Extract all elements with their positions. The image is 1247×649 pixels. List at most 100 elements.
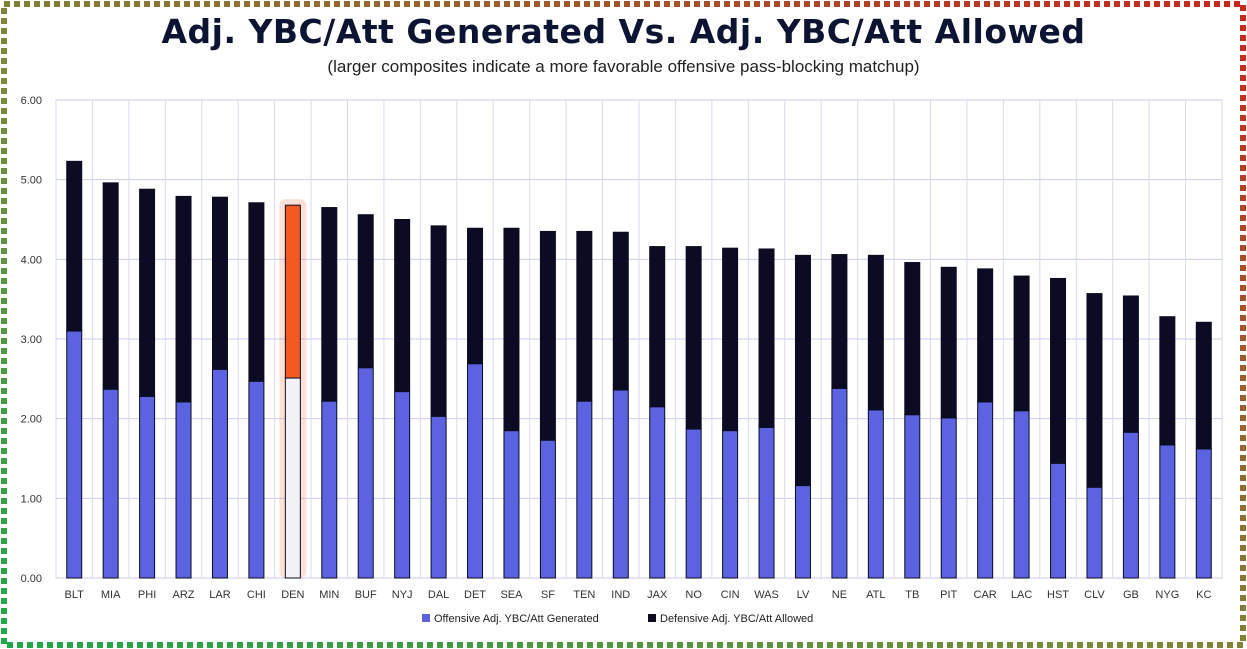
x-tick-label: DET xyxy=(464,589,486,601)
bar-defensive-sea xyxy=(503,227,520,432)
legend-item-offensive-swatch xyxy=(422,614,430,622)
bar-defensive-ne xyxy=(831,254,848,389)
bar-defensive-gb xyxy=(1122,295,1139,433)
x-tick-label: DEN xyxy=(281,589,304,601)
x-tick-label: LAR xyxy=(209,589,230,601)
bar-offensive-min xyxy=(321,400,338,579)
bar-offensive-pit xyxy=(940,417,957,579)
bar-offensive-no xyxy=(685,428,702,579)
bar-offensive-den xyxy=(284,377,301,579)
legend: Offensive Adj. YBC/Att Generated Defensiv… xyxy=(422,613,813,625)
y-tick-label: 1.00 xyxy=(21,493,42,505)
x-tick-label: NO xyxy=(685,589,702,601)
x-tick-label: NYJ xyxy=(392,589,413,601)
bar-defensive-sf xyxy=(539,230,556,441)
y-tick-label: 2.00 xyxy=(21,414,42,426)
bar-offensive-phi xyxy=(139,395,156,579)
bar-offensive-jax xyxy=(649,406,666,579)
y-tick-label: 4.00 xyxy=(21,254,42,266)
bar-offensive-chi xyxy=(248,380,265,579)
y-tick-label: 6.00 xyxy=(21,95,42,107)
bar-offensive-car xyxy=(977,401,994,579)
legend-item-defensive-label: Defensive Adj. YBC/Att Allowed xyxy=(660,613,813,625)
bar-defensive-buf xyxy=(357,214,374,369)
x-tick-label: JAX xyxy=(647,589,668,601)
x-tick-label: LV xyxy=(797,589,810,601)
bar-defensive-car xyxy=(977,268,994,403)
x-tick-label: PIT xyxy=(940,589,957,601)
bar-offensive-buf xyxy=(357,367,374,579)
bar-offensive-mia xyxy=(102,388,119,579)
x-tick-label: HST xyxy=(1047,589,1069,601)
bar-offensive-ten xyxy=(576,400,593,579)
bar-offensive-ne xyxy=(831,387,848,579)
x-tick-label: TEN xyxy=(573,589,595,601)
x-tick-label: ARZ xyxy=(173,589,195,601)
bar-defensive-clv xyxy=(1086,293,1103,488)
x-tick-label: ATL xyxy=(866,589,885,601)
bar-defensive-arz xyxy=(175,195,192,403)
x-tick-label: WAS xyxy=(754,589,779,601)
bar-offensive-arz xyxy=(175,401,192,579)
bar-defensive-chi xyxy=(248,202,265,382)
bar-offensive-nyj xyxy=(394,391,411,579)
bar-defensive-atl xyxy=(867,254,884,411)
x-tick-label: TB xyxy=(905,589,919,601)
x-tick-label: LAC xyxy=(1011,589,1032,601)
bar-defensive-cin xyxy=(722,247,739,432)
y-tick-label: 0.00 xyxy=(21,573,42,585)
bar-offensive-det xyxy=(467,363,484,579)
x-tick-label: CAR xyxy=(974,589,997,601)
bar-offensive-lv xyxy=(794,485,811,579)
x-tick-label: GB xyxy=(1123,589,1139,601)
bar-offensive-lac xyxy=(1013,410,1030,579)
x-tick-label: SF xyxy=(541,589,555,601)
bar-defensive-jax xyxy=(649,246,666,408)
bar-offensive-cin xyxy=(722,430,739,579)
bar-defensive-hst xyxy=(1050,277,1067,464)
bar-offensive-hst xyxy=(1050,462,1067,579)
bar-offensive-blt xyxy=(66,330,83,579)
bar-defensive-kc xyxy=(1195,321,1212,450)
x-tick-label: CHI xyxy=(247,589,266,601)
x-tick-label: DAL xyxy=(428,589,449,601)
bar-offensive-kc xyxy=(1195,448,1212,579)
bar-offensive-dal xyxy=(430,415,447,579)
bar-defensive-nyg xyxy=(1159,316,1176,446)
bar-defensive-ind xyxy=(612,231,629,391)
bar-defensive-blt xyxy=(66,160,83,332)
axis-layer: 0.00 1.00 2.00 3.00 4.00 5.00 6.00 BLT MIA PHI ARZ… xyxy=(21,95,1212,601)
bar-offensive-lar xyxy=(211,368,228,579)
grid-layer xyxy=(55,99,1223,579)
bar-offensive-clv xyxy=(1086,486,1103,579)
bar-offensive-ind xyxy=(612,389,629,579)
x-tick-label: NE xyxy=(832,589,847,601)
bar-defensive-no xyxy=(685,246,702,430)
x-tick-label: BUF xyxy=(355,589,377,601)
y-tick-label: 3.00 xyxy=(21,334,42,346)
bar-defensive-phi xyxy=(139,188,156,397)
bar-defensive-dal xyxy=(430,225,447,417)
bar-defensive-min xyxy=(321,207,338,402)
legend-item-offensive-label: Offensive Adj. YBC/Att Generated xyxy=(434,613,599,625)
bar-offensive-was xyxy=(758,426,775,579)
bar-defensive-pit xyxy=(940,266,957,419)
bar-offensive-gb xyxy=(1122,431,1139,579)
x-tick-label: NYG xyxy=(1155,589,1179,601)
bars-layer xyxy=(66,160,1212,579)
x-tick-label: MIN xyxy=(319,589,339,601)
bar-defensive-nyj xyxy=(394,219,411,393)
bar-defensive-den xyxy=(284,204,301,379)
x-tick-label: IND xyxy=(611,589,630,601)
bar-defensive-mia xyxy=(102,182,119,390)
bar-offensive-nyg xyxy=(1159,444,1176,579)
bar-defensive-det xyxy=(467,227,484,365)
x-tick-label: BLT xyxy=(65,589,85,601)
x-tick-label: MIA xyxy=(101,589,121,601)
x-tick-label: PHI xyxy=(138,589,156,601)
bar-offensive-sea xyxy=(503,430,520,579)
bar-defensive-lar xyxy=(211,196,228,370)
x-tick-label: CIN xyxy=(721,589,740,601)
legend-item-defensive-swatch xyxy=(648,614,656,622)
